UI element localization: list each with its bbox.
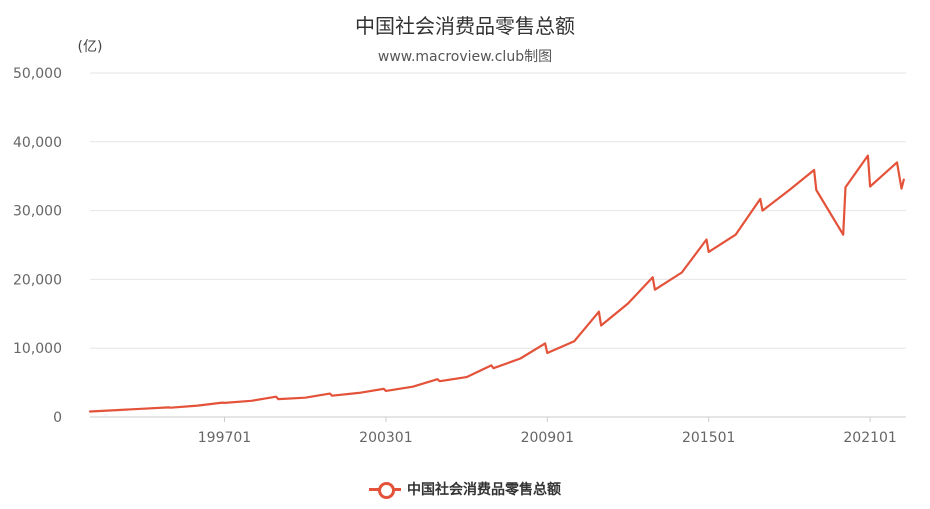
y-tick-label: 50,000	[13, 66, 62, 82]
series-line	[88, 154, 905, 413]
x-tick-label: 200301	[359, 430, 412, 446]
y-tick-label: 0	[53, 410, 62, 426]
line-chart: 0 10,000 20,000 30,000 40,000 50,000 199701 20…	[13, 39, 906, 446]
x-tick-label: 200901	[521, 430, 574, 446]
chart-subtitle: www.macroview.club制图	[377, 49, 553, 65]
y-axis-label: (亿)	[78, 39, 103, 55]
x-tick-label: 202101	[843, 430, 896, 446]
y-tick-label: 10,000	[13, 341, 62, 357]
y-tick-label: 20,000	[13, 272, 62, 288]
y-tick-label: 30,000	[13, 204, 62, 220]
legend-label: 中国社会消费品零售总额	[407, 482, 561, 498]
legend[interactable]: 中国社会消费品零售总额	[0, 479, 930, 499]
legend-line-icon	[369, 481, 401, 499]
y-tick-label: 40,000	[13, 135, 62, 151]
x-tick-label: 201501	[682, 430, 735, 446]
chart-title: 中国社会消费品零售总额	[355, 14, 575, 38]
x-tick-label: 199701	[198, 430, 251, 446]
